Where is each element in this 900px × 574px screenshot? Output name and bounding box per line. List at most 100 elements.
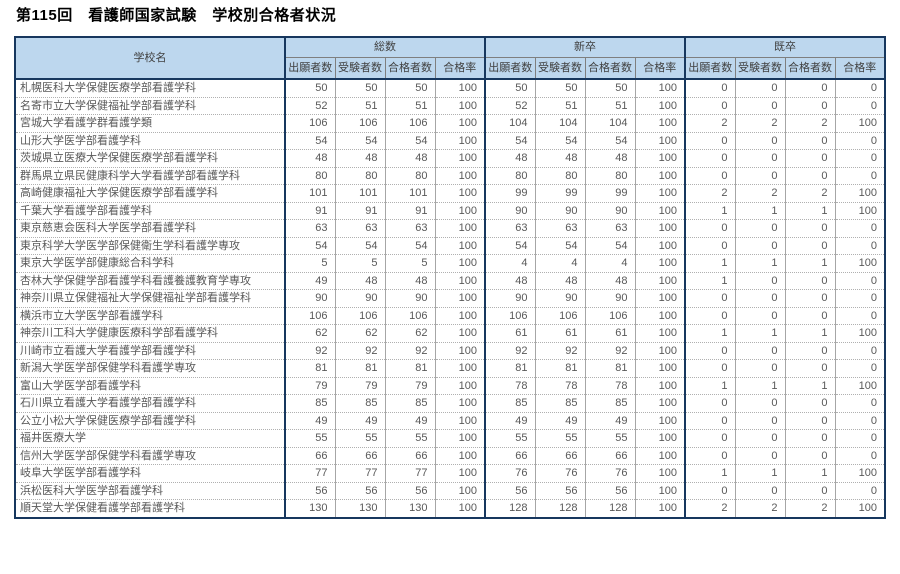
total-passers-cell: 56 — [384, 481, 436, 500]
total-passers-cell: 92 — [384, 341, 436, 360]
col-group-repeat: 既卒 — [684, 36, 886, 58]
new-grad-pass-rate-cell: 100 — [634, 114, 686, 133]
school-name-cell: 順天堂大学保健看護学部看護学科 — [14, 499, 286, 518]
repeat-passers-cell: 1 — [784, 324, 836, 343]
repeat-examinees-cell: 0 — [734, 236, 786, 255]
col-header-repeat-passers: 合格者数 — [784, 57, 836, 80]
new-grad-applicants-cell: 78 — [484, 376, 536, 395]
col-group-total: 総数 — [284, 36, 486, 58]
total-examinees-cell: 51 — [334, 96, 386, 115]
school-name-cell: 宮城大学看護学群看護学類 — [14, 114, 286, 133]
repeat-examinees-cell: 0 — [734, 78, 786, 98]
new-grad-applicants-cell: 104 — [484, 114, 536, 133]
table-row: 名寄市立大学保健福祉学部看護学科 52 51 51 100 52 51 51 100 0 0 0 0 — [14, 96, 886, 115]
repeat-examinees-cell: 1 — [734, 254, 786, 273]
new-grad-applicants-cell: 50 — [484, 78, 536, 98]
total-pass-rate-cell: 100 — [434, 271, 486, 290]
total-applicants-cell: 130 — [284, 499, 336, 518]
repeat-pass-rate-cell: 0 — [834, 78, 886, 98]
new-grad-pass-rate-cell: 100 — [634, 289, 686, 308]
repeat-pass-rate-cell: 100 — [834, 376, 886, 395]
col-header-total-examinees: 受験者数 — [334, 57, 386, 80]
repeat-passers-cell: 1 — [784, 254, 836, 273]
table-header: 学校名 総数 新卒 既卒 出願者数 受験者数 合格者数 合格率 出願者数 受験者… — [14, 36, 886, 80]
repeat-applicants-cell: 0 — [684, 429, 736, 448]
repeat-applicants-cell: 0 — [684, 446, 736, 465]
new-grad-pass-rate-cell: 100 — [634, 341, 686, 360]
table-row: 高崎健康福祉大学保健医療学部看護学科 101 101 101 100 99 99 99 100 2… — [14, 184, 886, 203]
total-applicants-cell: 54 — [284, 236, 336, 255]
new-grad-passers-cell: 78 — [584, 376, 636, 395]
school-name-cell: 東京科学大学医学部保健衛生学科看護学専攻 — [14, 236, 286, 255]
total-passers-cell: 55 — [384, 429, 436, 448]
col-header-total-pass-rate: 合格率 — [434, 57, 486, 80]
total-examinees-cell: 62 — [334, 324, 386, 343]
repeat-examinees-cell: 0 — [734, 219, 786, 238]
table-row: 宮城大学看護学群看護学類 106 106 106 100 104 104 104 100 2 2 2 1… — [14, 114, 886, 133]
total-examinees-cell: 91 — [334, 201, 386, 220]
total-examinees-cell: 85 — [334, 394, 386, 413]
new-grad-examinees-cell: 48 — [534, 271, 586, 290]
school-name-cell: 東京大学医学部健康総合科学科 — [14, 254, 286, 273]
new-grad-applicants-cell: 49 — [484, 411, 536, 430]
repeat-pass-rate-cell: 0 — [834, 271, 886, 290]
repeat-examinees-cell: 0 — [734, 359, 786, 378]
total-pass-rate-cell: 100 — [434, 324, 486, 343]
total-applicants-cell: 91 — [284, 201, 336, 220]
new-grad-pass-rate-cell: 100 — [634, 481, 686, 500]
repeat-examinees-cell: 1 — [734, 464, 786, 483]
total-examinees-cell: 106 — [334, 306, 386, 325]
repeat-examinees-cell: 0 — [734, 271, 786, 290]
school-name-cell: 札幌医科大学保健医療学部看護学科 — [14, 78, 286, 98]
new-grad-applicants-cell: 99 — [484, 184, 536, 203]
new-grad-passers-cell: 54 — [584, 236, 636, 255]
new-grad-passers-cell: 90 — [584, 289, 636, 308]
repeat-passers-cell: 0 — [784, 149, 836, 168]
total-pass-rate-cell: 100 — [434, 96, 486, 115]
total-passers-cell: 85 — [384, 394, 436, 413]
total-applicants-cell: 54 — [284, 131, 336, 150]
total-passers-cell: 50 — [384, 78, 436, 98]
new-grad-passers-cell: 80 — [584, 166, 636, 185]
total-passers-cell: 48 — [384, 149, 436, 168]
repeat-pass-rate-cell: 100 — [834, 499, 886, 518]
table-row: 石川県立看護大学看護学部看護学科 85 85 85 100 85 85 85 100 0 0 0 0 — [14, 394, 886, 413]
new-grad-examinees-cell: 51 — [534, 96, 586, 115]
new-grad-passers-cell: 85 — [584, 394, 636, 413]
total-passers-cell: 91 — [384, 201, 436, 220]
total-passers-cell: 80 — [384, 166, 436, 185]
repeat-passers-cell: 0 — [784, 96, 836, 115]
total-examinees-cell: 48 — [334, 149, 386, 168]
new-grad-examinees-cell: 4 — [534, 254, 586, 273]
new-grad-applicants-cell: 90 — [484, 289, 536, 308]
table-row: 東京大学医学部健康総合科学科 5 5 5 100 4 4 4 100 1 1 1 100 — [14, 254, 886, 273]
repeat-passers-cell: 0 — [784, 341, 836, 360]
new-grad-pass-rate-cell: 100 — [634, 166, 686, 185]
table-row: 浜松医科大学医学部看護学科 56 56 56 100 56 56 56 100 0 0 0 0 — [14, 481, 886, 500]
repeat-passers-cell: 0 — [784, 481, 836, 500]
repeat-pass-rate-cell: 0 — [834, 341, 886, 360]
new-grad-examinees-cell: 90 — [534, 201, 586, 220]
new-grad-pass-rate-cell: 100 — [634, 394, 686, 413]
new-grad-applicants-cell: 55 — [484, 429, 536, 448]
repeat-examinees-cell: 0 — [734, 429, 786, 448]
table-row: 東京慈恵会医科大学医学部看護学科 63 63 63 100 63 63 63 100 0 0 0 0 — [14, 219, 886, 238]
repeat-pass-rate-cell: 0 — [834, 481, 886, 500]
new-grad-pass-rate-cell: 100 — [634, 446, 686, 465]
total-examinees-cell: 54 — [334, 131, 386, 150]
repeat-examinees-cell: 2 — [734, 114, 786, 133]
new-grad-pass-rate-cell: 100 — [634, 78, 686, 98]
table-body: 札幌医科大学保健医療学部看護学科 50 50 50 100 50 50 50 100 0 0 0 0 名寄… — [14, 78, 886, 518]
new-grad-examinees-cell: 54 — [534, 236, 586, 255]
total-pass-rate-cell: 100 — [434, 254, 486, 273]
total-applicants-cell: 50 — [284, 78, 336, 98]
total-pass-rate-cell: 100 — [434, 464, 486, 483]
new-grad-applicants-cell: 66 — [484, 446, 536, 465]
total-applicants-cell: 48 — [284, 149, 336, 168]
total-applicants-cell: 80 — [284, 166, 336, 185]
new-grad-passers-cell: 61 — [584, 324, 636, 343]
repeat-examinees-cell: 1 — [734, 201, 786, 220]
total-applicants-cell: 55 — [284, 429, 336, 448]
table-row: 千葉大学看護学部看護学科 91 91 91 100 90 90 90 100 1 1 1 100 — [14, 201, 886, 220]
total-applicants-cell: 77 — [284, 464, 336, 483]
